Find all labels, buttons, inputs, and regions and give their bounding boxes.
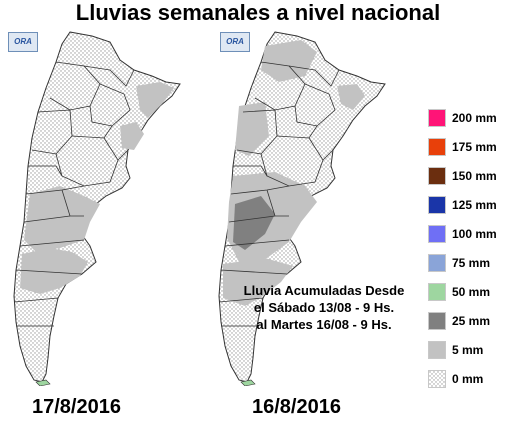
- legend-swatch: [428, 138, 446, 156]
- legend-item: 200 mm: [428, 106, 514, 135]
- rain-area-mesopotamia: [120, 122, 144, 150]
- accumulation-note: Lluvia Acumuladas Desde el Sábado 13/08 …: [226, 282, 422, 333]
- legend-swatch: [428, 283, 446, 301]
- note-line-1: Lluvia Acumuladas Desde: [243, 283, 405, 298]
- rain-area-south: [20, 248, 88, 294]
- legend-item: 150 mm: [428, 164, 514, 193]
- legend-label: 175 mm: [452, 140, 497, 154]
- legend-label: 0 mm: [452, 372, 484, 386]
- legend-swatch: [428, 254, 446, 272]
- province-borders: [218, 61, 340, 327]
- legend-label: 200 mm: [452, 111, 497, 125]
- legend-swatch: [428, 225, 446, 243]
- malvinas-islands: [35, 379, 51, 386]
- malvinas-islands: [240, 379, 256, 386]
- legend-item: 175 mm: [428, 135, 514, 164]
- legend-item: 75 mm: [428, 251, 514, 280]
- legend-swatch: [428, 370, 446, 388]
- legend-swatch: [428, 196, 446, 214]
- rain-area-25mm: [233, 196, 275, 250]
- legend-label: 125 mm: [452, 198, 497, 212]
- legend-label: 25 mm: [452, 314, 491, 328]
- legend-label: 50 mm: [452, 285, 491, 299]
- page-title: Lluvias semanales a nivel nacional: [75, 0, 441, 25]
- legend-swatch: [428, 341, 446, 359]
- legend-swatch: [428, 109, 446, 127]
- rainfall-map-left: [13, 31, 181, 386]
- rainfall-map-right: [218, 31, 386, 386]
- rain-area-25mm-east: [337, 84, 365, 110]
- map-date-left: 17/8/2016: [32, 396, 121, 418]
- legend-label: 100 mm: [452, 227, 497, 241]
- note-line-2: el Sábado 13/08 - 9 Hs.: [253, 300, 395, 315]
- ora-logo: ORA: [220, 32, 250, 52]
- note-line-3: al Martes 16/08 - 9 Hs.: [256, 317, 392, 332]
- legend-item: 125 mm: [428, 193, 514, 222]
- map-date-right: 16/8/2016: [252, 396, 341, 418]
- rain-area-north: [261, 40, 317, 82]
- legend-label: 75 mm: [452, 256, 491, 270]
- rainfall-legend: 200 mm 175 mm 150 mm 125 mm 100 mm 75 mm 50 mm…: [428, 106, 514, 396]
- legend-label: 5 mm: [452, 343, 484, 357]
- ora-logo: ORA: [8, 32, 38, 52]
- legend-item: 5 mm: [428, 338, 514, 367]
- legend-swatch: [428, 167, 446, 185]
- rain-area-center: [24, 186, 100, 252]
- legend-label: 150 mm: [452, 169, 497, 183]
- legend-item: 0 mm: [428, 367, 514, 396]
- legend-item: 100 mm: [428, 222, 514, 251]
- legend-swatch: [428, 312, 446, 330]
- legend-item: 25 mm: [428, 309, 514, 338]
- legend-item: 50 mm: [428, 280, 514, 309]
- province-borders: [13, 61, 135, 327]
- rain-area-west: [235, 102, 269, 156]
- rain-area-south: [223, 258, 293, 306]
- rain-area-northeast: [136, 82, 174, 118]
